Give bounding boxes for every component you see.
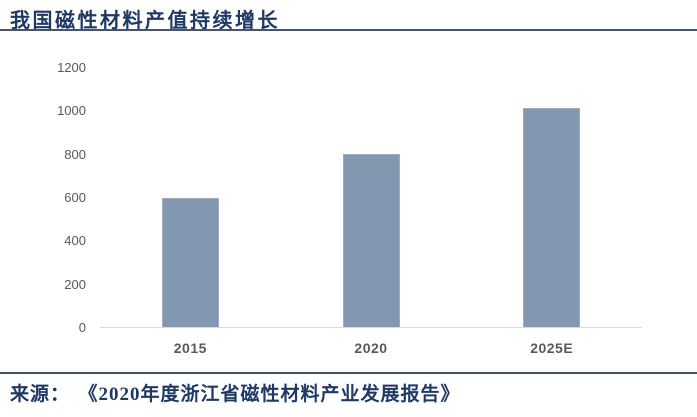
- source-title: 《2020年度浙江省磁性材料产业发展报告》: [88, 384, 461, 405]
- bar-slot: [100, 68, 281, 327]
- bar-slot: [461, 68, 642, 327]
- y-axis-tick-label: 200: [64, 276, 86, 292]
- y-axis-tick-label: 1200: [57, 60, 86, 75]
- plot-area: [100, 68, 642, 328]
- bar-slot: [281, 68, 462, 327]
- bar-2020: [342, 154, 400, 327]
- y-axis-tick-label: 1000: [57, 103, 86, 119]
- y-axis-tick-label: 400: [64, 233, 86, 249]
- chart-title: 我国磁性材料产值持续增长: [10, 10, 280, 32]
- x-axis-label-2015: 2015: [173, 340, 207, 356]
- bar-2025E: [523, 107, 581, 327]
- x-axis-label-2025E: 2025E: [530, 340, 574, 356]
- y-axis-tick-label: 800: [64, 146, 86, 162]
- bar-2015: [161, 197, 219, 327]
- x-axis-label-2020: 2020: [354, 340, 388, 356]
- y-axis-tick-label: 0: [78, 320, 86, 335]
- y-axis: 0 200 400 600 800 1000 1200: [36, 60, 86, 335]
- title-divider: [0, 29, 697, 31]
- x-axis-labels: 2015 2020 2025E: [100, 340, 642, 356]
- source-divider: [0, 372, 697, 374]
- source-label: 来源：: [10, 384, 71, 405]
- source-text: 来源： 《2020年度浙江省磁性材料产业发展报告》: [10, 379, 461, 406]
- y-axis-tick-label: 600: [64, 190, 86, 205]
